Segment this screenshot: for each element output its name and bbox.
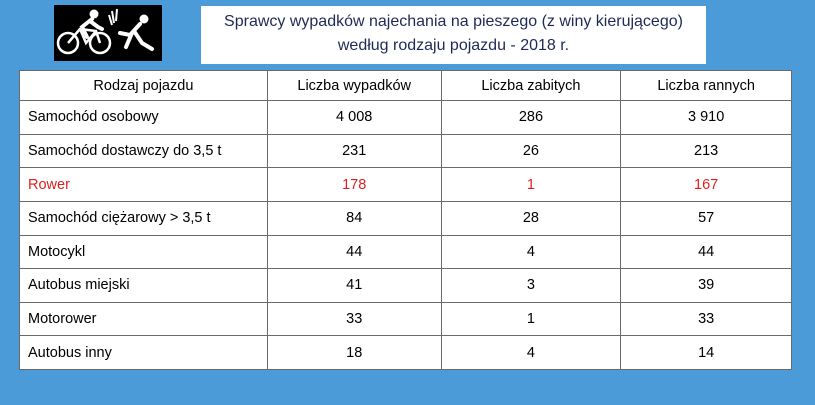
title-box: Sprawcy wypadków najechania na pieszego … — [201, 6, 706, 64]
table-row: Motorower 33 1 33 — [19, 301, 792, 337]
vehicle-type-cell: Rower — [19, 167, 268, 202]
injured-cell: 39 — [620, 268, 792, 303]
title-line-1: Sprawcy wypadków najechania na pieszego … — [224, 13, 683, 30]
accidents-cell: 178 — [266, 167, 442, 202]
table-row: Samochód dostawczy do 3,5 t 231 26 213 — [19, 133, 792, 169]
vehicle-type-cell: Autobus miejski — [19, 268, 268, 303]
killed-cell: 286 — [440, 100, 622, 135]
killed-cell: 28 — [440, 200, 622, 236]
table-row: Autobus inny 18 4 14 — [19, 335, 792, 370]
accidents-cell: 18 — [266, 335, 442, 370]
header-killed: Liczba zabitych — [440, 70, 622, 101]
accidents-cell: 33 — [266, 301, 442, 337]
accidents-cell: 41 — [266, 268, 442, 303]
vehicle-type-cell: Autobus inny — [19, 335, 268, 370]
accidents-table: Rodzaj pojazdu Liczba wypadków Liczba za… — [19, 70, 792, 370]
injured-cell: 44 — [620, 234, 792, 270]
injured-cell: 3 910 — [620, 100, 792, 135]
injured-cell: 57 — [620, 200, 792, 236]
killed-cell: 4 — [440, 234, 622, 270]
killed-cell: 26 — [440, 133, 622, 169]
table-row: Samochód ciężarowy > 3,5 t 84 28 57 — [19, 200, 792, 236]
table-row: Autobus miejski 41 3 39 — [19, 268, 792, 303]
vehicle-type-cell: Samochód ciężarowy > 3,5 t — [19, 200, 268, 236]
table-row: Motocykl 44 4 44 — [19, 234, 792, 270]
accidents-cell: 4 008 — [266, 100, 442, 135]
title-line-2: według rodzaju pojazdu - 2018 r. — [337, 37, 570, 54]
killed-cell: 1 — [440, 301, 622, 337]
injured-cell: 14 — [620, 335, 792, 370]
header-vehicle-type: Rodzaj pojazdu — [19, 70, 268, 101]
injured-cell: 167 — [620, 167, 792, 202]
injured-cell: 213 — [620, 133, 792, 169]
header-accidents: Liczba wypadków — [266, 70, 442, 101]
cyclist-hitting-pedestrian-icon — [54, 5, 162, 61]
table-row: Samochód osobowy 4 008 286 3 910 — [19, 100, 792, 135]
injured-cell: 33 — [620, 301, 792, 337]
accidents-cell: 231 — [266, 133, 442, 169]
killed-cell: 1 — [440, 167, 622, 202]
table-row-highlighted: Rower 178 1 167 — [19, 167, 792, 202]
vehicle-type-cell: Motocykl — [19, 234, 268, 270]
header-injured: Liczba rannych — [620, 70, 792, 101]
accidents-cell: 44 — [266, 234, 442, 270]
vehicle-type-cell: Samochód dostawczy do 3,5 t — [19, 133, 268, 169]
vehicle-type-cell: Samochód osobowy — [19, 100, 268, 135]
vehicle-type-cell: Motorower — [19, 301, 268, 337]
header-row: Rodzaj pojazdu Liczba wypadków Liczba za… — [19, 70, 792, 101]
killed-cell: 3 — [440, 268, 622, 303]
killed-cell: 4 — [440, 335, 622, 370]
accidents-cell: 84 — [266, 200, 442, 236]
